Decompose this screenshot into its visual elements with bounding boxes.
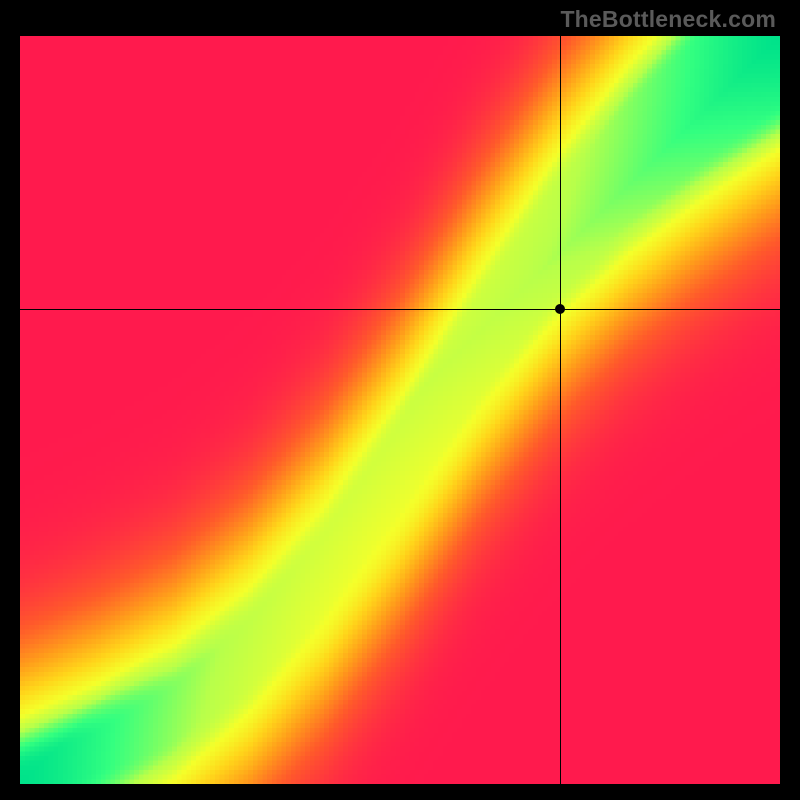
heatmap-canvas <box>20 36 780 784</box>
marker-point <box>555 304 565 314</box>
bottleneck-heatmap <box>20 36 780 784</box>
attribution-watermark: TheBottleneck.com <box>560 6 776 33</box>
crosshair-vertical <box>560 36 561 784</box>
crosshair-horizontal <box>20 309 780 310</box>
